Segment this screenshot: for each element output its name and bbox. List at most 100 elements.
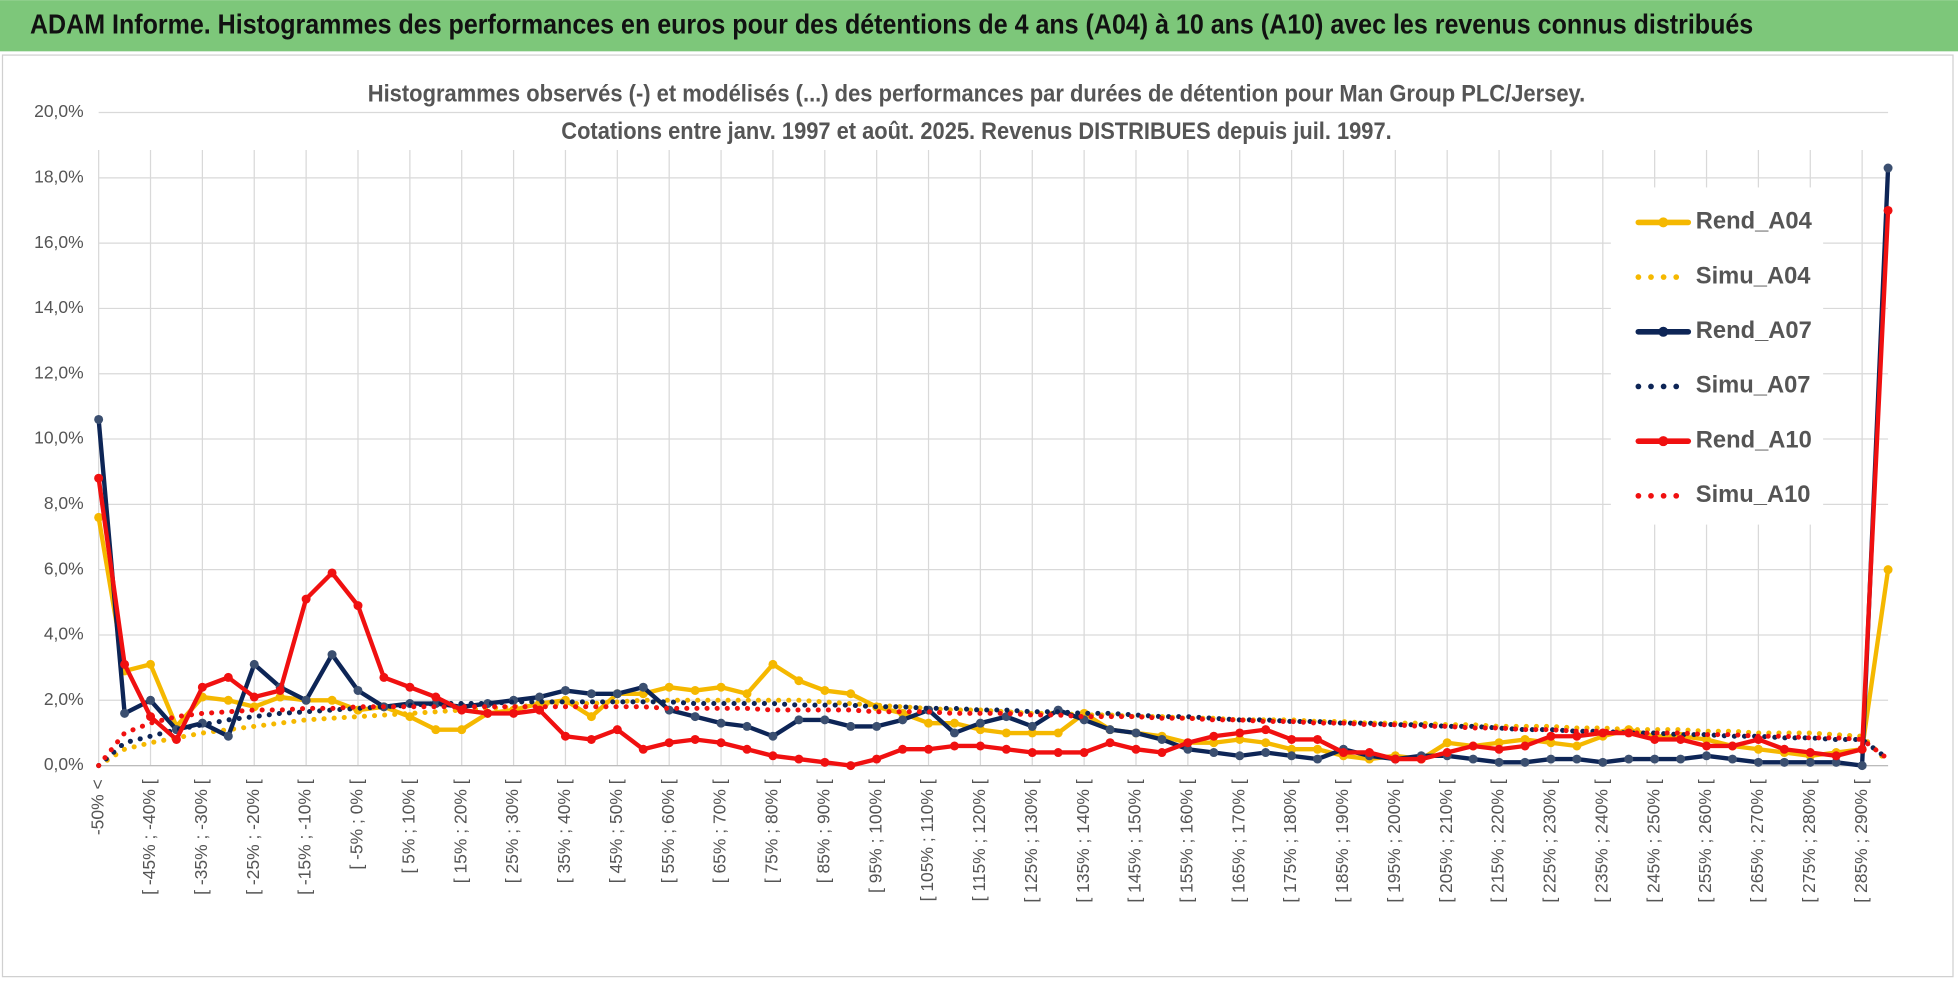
legend-label: Simu_A04 (1696, 263, 1811, 289)
series-line (96, 165, 1891, 768)
data-point (1209, 748, 1219, 758)
data-point (1727, 754, 1737, 764)
data-point (949, 718, 959, 728)
data-point (846, 689, 856, 699)
y-tick-label: 2,0% (44, 689, 84, 709)
data-point (820, 715, 830, 725)
data-point (1442, 738, 1452, 748)
data-point (1520, 734, 1530, 744)
data-point (975, 718, 985, 728)
x-tick-label: [ 125% ; 130% [ (1021, 779, 1041, 902)
data-point (1053, 748, 1063, 758)
data-point (560, 685, 570, 695)
data-point (1546, 754, 1556, 764)
data-point (586, 734, 596, 744)
x-tick-label: [ 245% ; 250% [ (1643, 779, 1663, 902)
chart-subtitle: Cotations entre janv. 1997 et août. 2025… (561, 119, 1391, 145)
data-point (1183, 744, 1193, 754)
data-point (1702, 741, 1712, 751)
data-point (1650, 734, 1660, 744)
data-point (742, 721, 752, 731)
x-tick-label: [ 195% ; 200% [ (1384, 779, 1404, 902)
data-point (1235, 728, 1245, 738)
data-point (1624, 754, 1634, 764)
data-point (301, 594, 311, 604)
y-tick-label: 18,0% (34, 166, 84, 186)
data-point (1572, 741, 1582, 751)
x-tick-label: [ 145% ; 150% [ (1125, 779, 1145, 902)
data-point (1702, 734, 1712, 744)
x-tick-label: [ 115% ; 120% [ (969, 779, 989, 901)
data-point (690, 685, 700, 695)
y-tick-label: 20,0% (34, 101, 84, 121)
series-line (96, 515, 1891, 762)
data-point (560, 731, 570, 741)
data-point (1753, 744, 1763, 754)
data-point (1261, 738, 1271, 748)
data-point (1001, 728, 1011, 738)
data-point (794, 754, 804, 764)
x-tick-label: [ 165% ; 170% [ (1228, 779, 1248, 902)
data-point (275, 692, 285, 702)
x-tick-label: [ -35% ; -30% [ (191, 779, 211, 895)
x-tick-label: [ -45% ; -40% [ (139, 779, 159, 895)
data-point (1287, 751, 1297, 761)
data-point (1157, 748, 1167, 758)
x-tick-label: [ 265% ; 270% [ (1747, 779, 1767, 902)
data-point (1883, 205, 1893, 215)
x-tick-label: [ -15% ; -10% [ (295, 779, 315, 895)
data-point (353, 685, 363, 695)
y-tick-label: 10,0% (34, 428, 84, 448)
data-point (1650, 754, 1660, 764)
data-point (223, 672, 233, 682)
x-tick-label: [ 105% ; 110% [ (917, 779, 937, 901)
data-point (586, 712, 596, 722)
data-point (1079, 748, 1089, 758)
header-title: ADAM Informe. Histogrammes des performan… (30, 9, 1753, 40)
series-line (96, 208, 1891, 768)
data-point (353, 601, 363, 611)
data-point (664, 682, 674, 692)
data-point (1702, 751, 1712, 761)
legend-label: Simu_A07 (1696, 373, 1811, 399)
data-point (690, 734, 700, 744)
data-point (120, 659, 130, 669)
data-point (1105, 725, 1115, 735)
data-point (872, 721, 882, 731)
data-point (1468, 754, 1478, 764)
data-point (586, 689, 596, 699)
data-point (638, 744, 648, 754)
x-tick-label: [ 45% ; 50% [ (606, 779, 626, 883)
data-point (1027, 728, 1037, 738)
x-tick-label: -50% < (87, 779, 107, 835)
data-point (1027, 748, 1037, 758)
data-point (1287, 734, 1297, 744)
y-tick-label: 4,0% (44, 624, 84, 644)
data-point (1001, 744, 1011, 754)
data-point (1468, 741, 1478, 751)
data-point (1676, 734, 1686, 744)
data-point (431, 725, 441, 735)
grid (98, 111, 1889, 767)
data-point (1831, 757, 1841, 767)
data-point (1883, 163, 1893, 173)
legend-marker (1658, 436, 1669, 447)
legend-label: Rend_A07 (1696, 318, 1812, 344)
data-point (379, 672, 389, 682)
data-point (846, 761, 856, 771)
data-point (1390, 754, 1400, 764)
data-point (1494, 738, 1504, 748)
data-point (794, 676, 804, 686)
data-point (1857, 744, 1867, 754)
data-point (898, 744, 908, 754)
data-point (820, 685, 830, 695)
data-point (1338, 748, 1348, 758)
data-point (94, 414, 104, 424)
data-point (846, 721, 856, 731)
y-tick-label: 12,0% (34, 362, 84, 382)
data-point (1727, 741, 1737, 751)
legend-marker (1658, 217, 1669, 228)
data-point (275, 685, 285, 695)
data-point (1364, 748, 1374, 758)
